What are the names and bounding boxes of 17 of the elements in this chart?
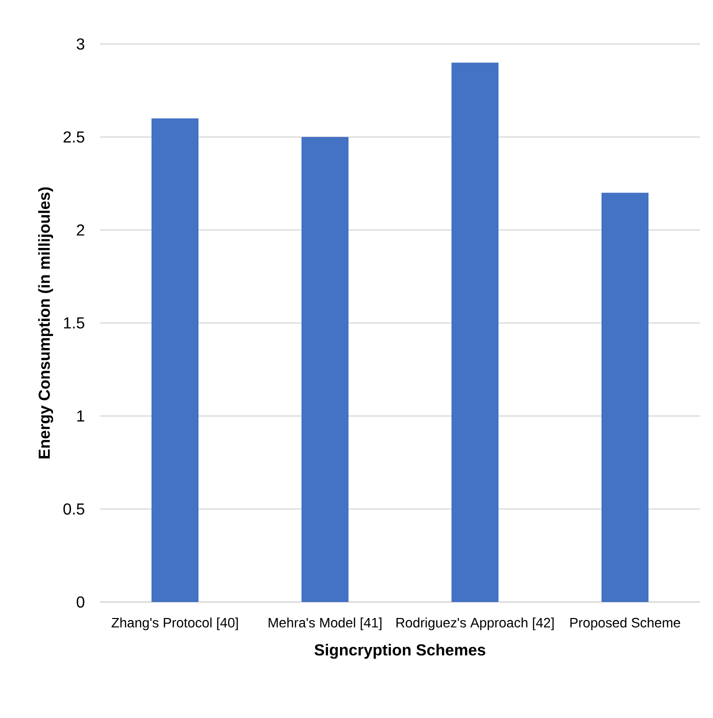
x-tick-label: Rodriguez's Approach [42] bbox=[396, 618, 554, 630]
x-tick-label: Zhang's Protocol [40] bbox=[112, 618, 238, 630]
y-tick-label: 3 bbox=[76, 38, 84, 50]
x-tick-label: Mehra's Model [41] bbox=[268, 618, 382, 630]
bar bbox=[452, 62, 498, 602]
y-tick-label: 2.5 bbox=[64, 131, 84, 143]
bar bbox=[602, 192, 648, 602]
y-tick-label: 0.5 bbox=[63, 503, 84, 515]
y-axis-title: Energy Consumption (in millijoules) bbox=[38, 187, 54, 458]
x-tick-label: Proposed Scheme bbox=[570, 618, 680, 630]
y-tick-label: 2 bbox=[76, 224, 84, 236]
y-tick-label: 1 bbox=[77, 410, 84, 422]
y-tick-label: 0 bbox=[76, 596, 84, 608]
x-axis-title: Signcryption Schemes bbox=[314, 644, 486, 659]
bar bbox=[302, 136, 348, 602]
bar bbox=[152, 118, 198, 602]
y-tick-label: 1.5 bbox=[64, 317, 84, 329]
